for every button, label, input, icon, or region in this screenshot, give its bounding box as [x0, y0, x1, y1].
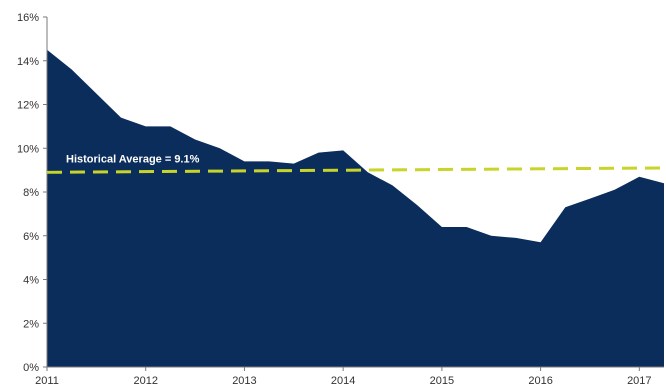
- y-tick-label: 12%: [17, 100, 39, 112]
- y-axis-ticks: 0% 2% 4% 6% 8% 10% 12% 14% 16%: [17, 12, 47, 374]
- x-tick-label: 2011: [35, 375, 59, 387]
- x-tick-label: 2012: [133, 375, 157, 387]
- y-tick-label: 10%: [17, 143, 39, 155]
- y-tick-label: 16%: [17, 12, 39, 24]
- y-tick-label: 8%: [23, 187, 39, 199]
- historical-average-line: [46, 166, 665, 174]
- y-tick-label: 0%: [23, 362, 39, 374]
- historical-average-label: Historical Average = 9.1%: [66, 153, 200, 165]
- x-tick-label: 2015: [430, 375, 454, 387]
- y-tick-label: 4%: [23, 275, 39, 287]
- x-tick-label: 2017: [627, 375, 651, 387]
- y-tick-label: 6%: [23, 231, 39, 243]
- x-tick-label: 2013: [232, 375, 256, 387]
- y-tick-label: 2%: [23, 318, 39, 330]
- x-tick-label: 2014: [331, 375, 355, 387]
- x-axis-ticks: 2011 2012 2013 2014 2015 2016 2017: [35, 367, 652, 387]
- x-tick-label: 2016: [528, 375, 552, 387]
- series-area: [47, 49, 664, 368]
- y-tick-label: 14%: [17, 56, 39, 68]
